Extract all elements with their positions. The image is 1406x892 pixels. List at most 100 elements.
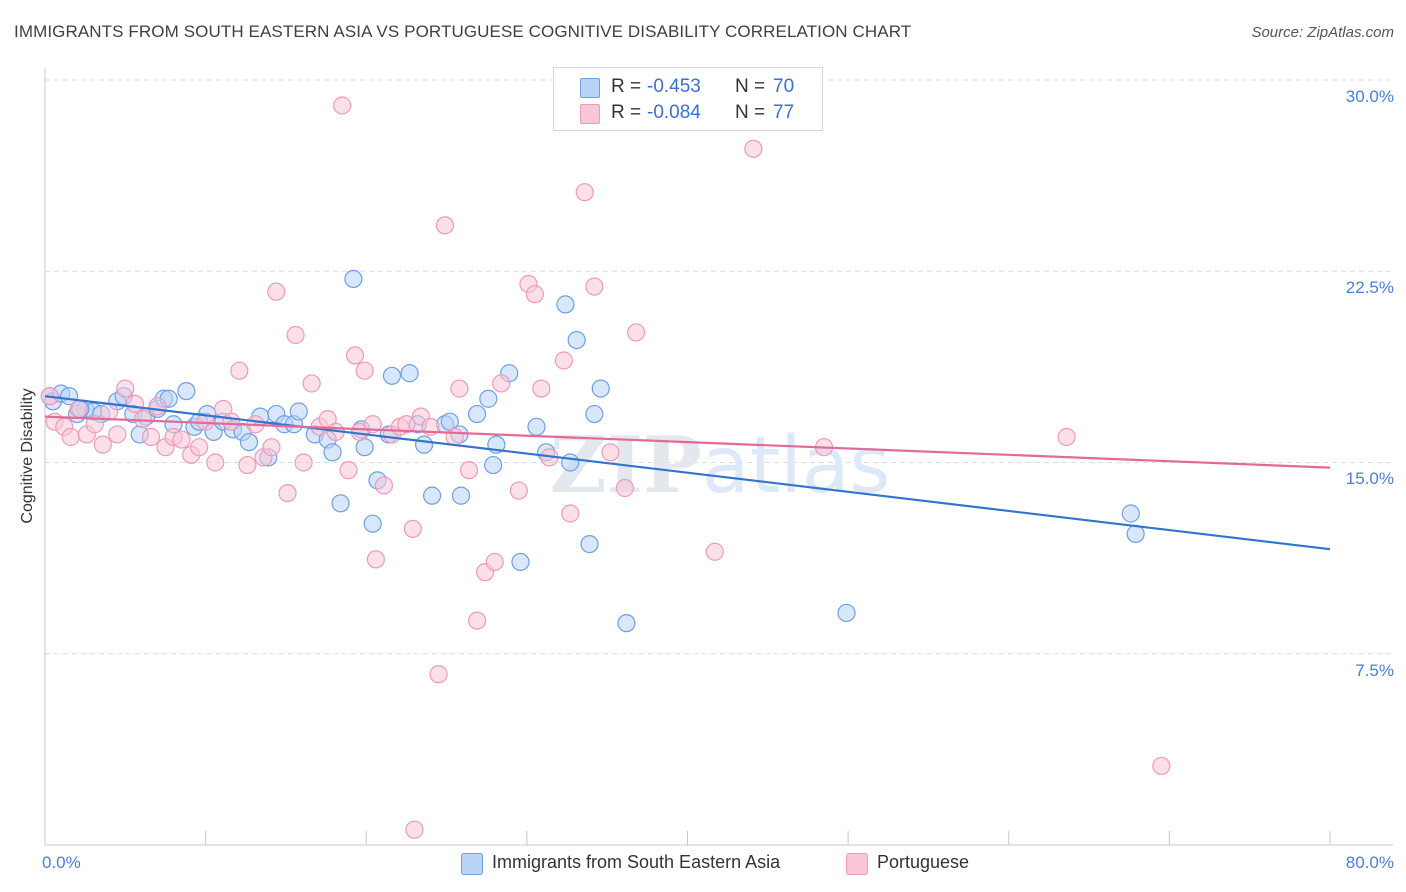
data-point-portuguese: [108, 425, 127, 444]
data-point-portuguese: [403, 519, 422, 538]
data-point-portuguese: [485, 552, 504, 572]
data-point-asia: [1121, 504, 1140, 523]
data-point-portuguese: [230, 361, 249, 380]
data-point-portuguese: [141, 427, 161, 447]
data-point-portuguese: [429, 665, 448, 684]
x-tick-label-0: 0.0%: [42, 853, 81, 872]
data-point-portuguese: [148, 397, 167, 416]
data-point-portuguese: [190, 438, 209, 457]
legend-n-label: N =: [735, 102, 766, 123]
data-point-portuguese: [525, 285, 545, 304]
x-tick-label-80: 80.0%: [1345, 853, 1394, 872]
data-point-portuguese: [61, 427, 80, 447]
data-point-portuguese: [744, 139, 763, 158]
data-point-asia: [355, 438, 374, 457]
data-point-portuguese: [532, 379, 551, 398]
legend-label-asia: Immigrants from South Eastern Asia: [492, 852, 781, 872]
data-point-portuguese: [561, 504, 580, 523]
data-point-asia: [1126, 524, 1145, 544]
data-point-portuguese: [85, 415, 104, 434]
data-point-asia: [561, 453, 580, 472]
data-point-portuguese: [435, 216, 455, 235]
legend-r-value: -0.084: [647, 102, 701, 123]
chart-title: IMMIGRANTS FROM SOUTH EASTERN ASIA VS PO…: [14, 22, 912, 41]
y-tick-label-30: 30.0%: [1345, 87, 1394, 106]
data-point-asia: [382, 366, 402, 385]
data-point-portuguese: [575, 183, 594, 202]
legend-label-portuguese: Portuguese: [877, 852, 970, 872]
data-point-asia: [400, 364, 419, 383]
data-point-portuguese: [206, 453, 225, 472]
data-point-portuguese: [355, 361, 374, 380]
data-point-portuguese: [601, 443, 620, 462]
data-point-portuguese: [366, 550, 385, 569]
data-point-portuguese: [69, 399, 88, 419]
data-point-portuguese: [133, 410, 153, 429]
data-point-portuguese: [459, 461, 479, 480]
data-point-asia: [585, 404, 604, 424]
data-point-portuguese: [172, 430, 191, 449]
data-point-portuguese: [294, 453, 313, 472]
data-point-portuguese: [615, 478, 634, 498]
data-point-asia: [423, 486, 442, 505]
data-point-asia: [451, 486, 471, 505]
source-label: Source: ZipAtlas.com: [1251, 24, 1394, 41]
data-point-asia: [527, 417, 546, 436]
data-point-portuguese: [339, 461, 358, 480]
correlation-legend: R = -0.453 N = 70 R = -0.084 N = 77: [553, 67, 823, 131]
y-tick-label-7-5: 7.5%: [1355, 661, 1394, 680]
data-point-asia: [344, 269, 363, 288]
data-point-asia: [414, 435, 434, 454]
data-point-portuguese: [93, 435, 112, 454]
data-point-portuguese: [445, 427, 464, 447]
legend-swatch-pink: [580, 104, 600, 124]
data-point-asia: [479, 389, 498, 408]
data-point-portuguese: [345, 346, 365, 365]
data-point-portuguese: [262, 438, 281, 457]
y-tick-label-15: 15.0%: [1345, 469, 1394, 488]
data-point-portuguese: [116, 379, 135, 398]
data-point-asia: [511, 552, 530, 572]
data-point-asia: [591, 379, 610, 398]
data-point-portuguese: [450, 379, 469, 398]
data-point-portuguese: [374, 476, 394, 495]
data-point-asia: [567, 331, 586, 350]
trend-line-portuguese: [44, 415, 1331, 469]
legend-n-label: N =: [735, 76, 766, 97]
data-point-asia: [484, 455, 503, 475]
data-point-portuguese: [238, 455, 257, 475]
legend-r-label: R =: [611, 102, 642, 123]
data-point-portuguese: [278, 484, 297, 503]
data-point-portuguese: [585, 277, 604, 296]
data-point-portuguese: [405, 820, 424, 839]
data-point-asia: [177, 382, 196, 401]
data-point-portuguese: [467, 611, 487, 630]
data-point-portuguese: [1057, 427, 1076, 447]
data-point-portuguese: [492, 374, 511, 393]
data-point-asia: [837, 603, 856, 623]
data-point-portuguese: [302, 374, 321, 393]
data-point-portuguese: [286, 325, 305, 345]
data-point-portuguese: [554, 351, 573, 370]
data-point-portuguese: [397, 415, 416, 434]
data-point-asia: [467, 404, 487, 424]
data-point-asia: [331, 494, 350, 513]
data-point-asia: [556, 295, 575, 314]
data-point-asia: [323, 443, 342, 462]
data-point-portuguese: [333, 96, 352, 115]
data-point-portuguese: [705, 542, 724, 561]
trend-line-asia: [44, 395, 1331, 551]
data-point-portuguese: [125, 394, 145, 413]
legend-swatch-blue: [580, 78, 600, 98]
data-point-asia: [289, 402, 308, 421]
legend-swatch-pink: [846, 853, 868, 875]
legend-n-value: 70: [773, 76, 795, 97]
legend-n-value: 77: [773, 102, 795, 123]
legend-r-label: R =: [611, 76, 642, 97]
y-tick-label-22-5: 22.5%: [1345, 278, 1394, 297]
data-point-portuguese: [222, 412, 241, 431]
data-point-asia: [617, 614, 636, 633]
legend-r-value: -0.453: [647, 76, 701, 97]
watermark: ZIPatlas: [550, 420, 891, 511]
